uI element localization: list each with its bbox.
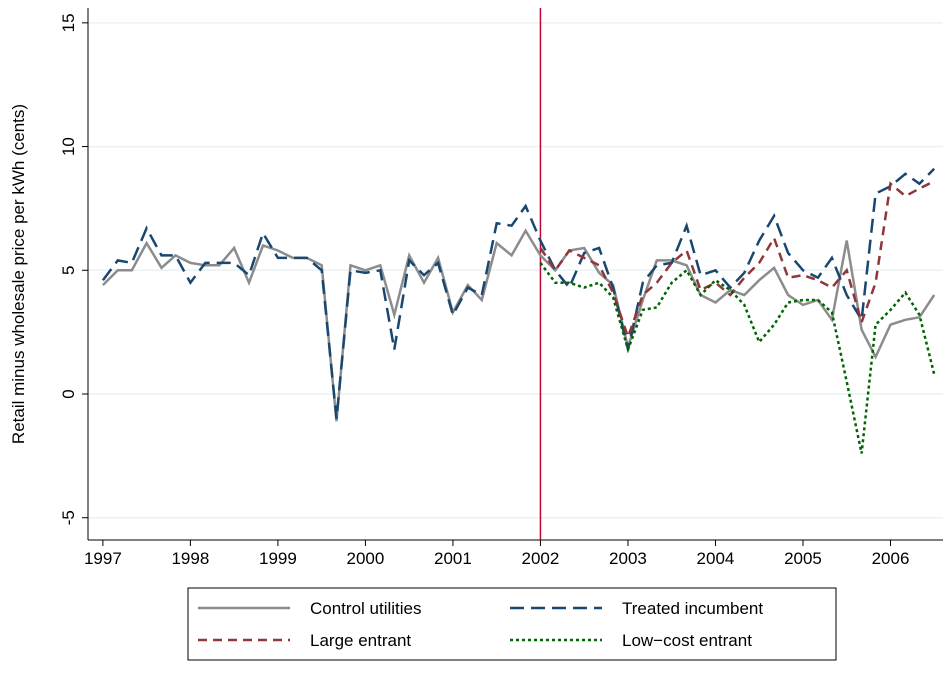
x-tick-label: 2001 [434,549,472,568]
legend-label: Treated incumbent [622,599,763,618]
y-axis-label: Retail minus wholesale price per kWh (ce… [9,104,28,444]
y-tick-label: 15 [59,13,78,32]
series-line [102,228,936,422]
x-tick-label: 2006 [872,549,910,568]
series-line [101,167,936,419]
legend-label: Control utilities [310,599,422,618]
legend-box [187,587,837,661]
y-tick-label: 10 [59,137,78,156]
x-tick-label: 2002 [522,549,560,568]
y-tick-label: 5 [59,266,78,275]
series-line [539,180,935,341]
y-tick-label: -5 [59,510,78,525]
x-tick-label: 1999 [259,549,297,568]
x-tick-label: 2004 [697,549,735,568]
series-line [539,262,936,454]
x-tick-label: 2005 [784,549,822,568]
x-tick-label: 1997 [84,549,122,568]
legend-label: Large entrant [310,631,411,650]
x-tick-label: 2003 [609,549,647,568]
x-tick-label: 2000 [347,549,385,568]
y-tick-label: 0 [59,389,78,398]
x-tick-label: 1998 [171,549,209,568]
legend-label: Low−cost entrant [622,631,752,650]
